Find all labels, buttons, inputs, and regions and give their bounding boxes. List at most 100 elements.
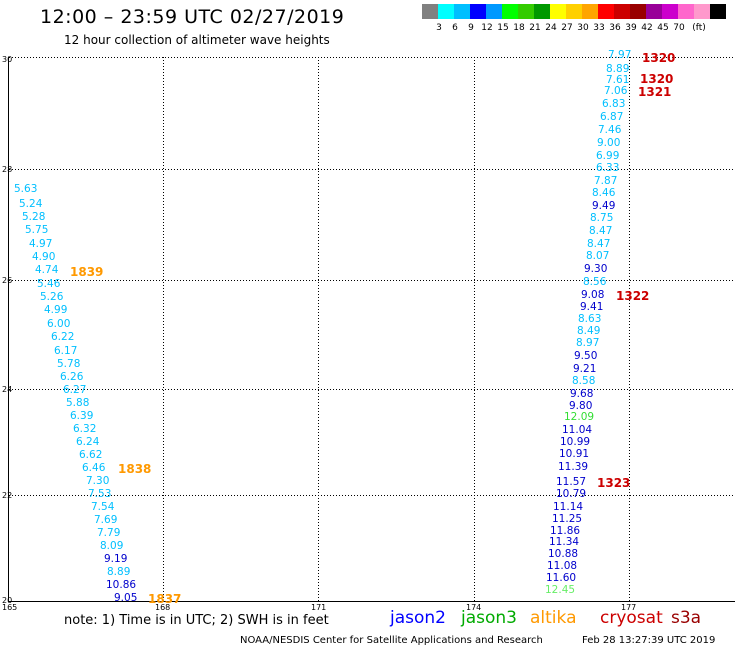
- wave-height-value: 5.28: [22, 211, 46, 223]
- wave-height-value: 9.05: [114, 592, 138, 604]
- wave-height-value: 6.46: [82, 462, 106, 474]
- wave-height-value: 8.09: [100, 540, 124, 552]
- legend-label: 27: [561, 23, 573, 33]
- wave-height-value: 5.26: [40, 291, 64, 303]
- wave-height-value: 7.87: [594, 175, 618, 187]
- legend-swatch: [614, 4, 630, 19]
- lat-gridlines: [9, 57, 735, 496]
- page-subtitle: 12 hour collection of altimeter wave hei…: [64, 33, 330, 47]
- wave-height-value: 8.56: [583, 276, 607, 288]
- wave-height-value: 7.53: [88, 488, 112, 500]
- pass-time-label: 1839: [70, 265, 104, 279]
- x-tick-label: 168: [155, 603, 171, 612]
- legend-label: 21: [529, 23, 541, 33]
- wave-height-value: 10.99: [560, 436, 591, 448]
- legend-swatch: [422, 4, 438, 19]
- wave-height-value: 8.49: [577, 325, 601, 337]
- legend-swatch: [598, 4, 614, 19]
- legend-swatch: [694, 4, 710, 19]
- lon-gridlines: [163, 57, 630, 601]
- wave-height-value: 11.39: [558, 461, 589, 473]
- wave-height-value: 11.25: [552, 513, 583, 525]
- legend-label: 70: [673, 23, 685, 33]
- wave-height-value: 8.75: [590, 212, 614, 224]
- wave-height-value: 8.89: [107, 566, 131, 578]
- satellite-jason3: jason3: [461, 608, 517, 628]
- satellite-jason2: jason2: [390, 608, 446, 628]
- wave-height-value: 7.30: [86, 475, 110, 487]
- legend-label: 15: [497, 23, 509, 33]
- wave-height-value: 5.75: [25, 224, 49, 236]
- wave-height-value: 11.86: [550, 525, 581, 537]
- wave-height-value: 11.14: [553, 501, 584, 513]
- wave-height-value: 6.17: [54, 345, 78, 357]
- y-tick-label: 30: [2, 55, 13, 64]
- legend-swatch: [678, 4, 694, 19]
- wave-height-value: 4.90: [32, 251, 56, 263]
- wave-height-value: 8.89: [606, 63, 630, 75]
- legend-label: 6: [452, 23, 458, 33]
- credit-line: NOAA/NESDIS Center for Satellite Applica…: [240, 635, 543, 646]
- legend-label: 42: [641, 23, 653, 33]
- legend-swatch: [710, 4, 726, 19]
- wave-height-value: 8.47: [589, 225, 613, 237]
- wave-height-value: 9.19: [104, 553, 128, 565]
- wave-height-value: 8.47: [587, 238, 611, 250]
- wave-height-value: 12.09: [564, 411, 595, 423]
- legend-label: 24: [545, 23, 557, 33]
- pass-time-label: 1323: [597, 476, 631, 490]
- generated-timestamp: Feb 28 13:27:39 UTC 2019: [582, 635, 716, 646]
- legend-label: 18: [513, 23, 525, 33]
- wave-height-value: 5.63: [14, 183, 38, 195]
- wave-height-value: 8.63: [578, 313, 602, 325]
- pass-time-label: 1320: [642, 51, 676, 65]
- wave-height-value: 9.50: [574, 350, 598, 362]
- legend-swatch: [518, 4, 534, 19]
- wave-height-value: 6.32: [73, 423, 97, 435]
- wave-height-value: 8.97: [576, 337, 600, 349]
- legend-label: 39: [625, 23, 637, 33]
- wave-height-value: 11.04: [562, 424, 593, 436]
- wave-height-value: 9.41: [580, 301, 604, 313]
- wave-height-value: 7.46: [598, 124, 622, 136]
- wave-height-value: 6.26: [60, 371, 84, 383]
- wave-height-value: 4.74: [35, 264, 59, 276]
- wave-height-value: 8.58: [572, 375, 596, 387]
- wave-height-value: 11.57: [556, 476, 587, 488]
- y-tick-label: 28: [2, 165, 13, 174]
- y-tick-label: 20: [2, 596, 13, 605]
- legend-label: 33: [593, 23, 605, 33]
- wave-height-value: 11.08: [547, 560, 578, 572]
- wave-height-value: 7.97: [608, 49, 632, 61]
- wave-height-value: 10.86: [106, 579, 137, 591]
- wave-height-value: 11.60: [546, 572, 577, 584]
- pass-time-label: 1320: [640, 72, 674, 86]
- legend-swatch: [502, 4, 518, 19]
- wave-height-value: 7.54: [91, 501, 115, 513]
- legend-swatch: [486, 4, 502, 19]
- legend-swatch: [470, 4, 486, 19]
- wave-height-value: 8.46: [592, 187, 616, 199]
- legend-swatch: [454, 4, 470, 19]
- wave-height-value: 5.46: [37, 278, 61, 290]
- wave-height-value: 5.88: [66, 397, 90, 409]
- wave-height-value: 8.07: [586, 250, 610, 262]
- page-title: 12:00 – 23:59 UTC 02/27/2019: [40, 6, 345, 28]
- legend-label: (ft): [692, 23, 706, 33]
- wave-height-value: 6.22: [51, 331, 75, 343]
- legend-label: 12: [481, 23, 493, 33]
- legend-swatch: [646, 4, 662, 19]
- wave-height-value: 10.91: [559, 448, 590, 460]
- legend-label: 30: [577, 23, 589, 33]
- legend-label: 3: [436, 23, 442, 33]
- wave-height-value: 7.06: [604, 85, 628, 97]
- wave-height-value: 6.00: [47, 318, 71, 330]
- wave-height-value: 11.34: [549, 536, 580, 548]
- wave-height-value: 9.80: [569, 400, 593, 412]
- wave-height-value: 5.24: [19, 198, 43, 210]
- wave-height-value: 9.21: [573, 363, 597, 375]
- pass-time-label: 1321: [638, 85, 672, 99]
- y-tick-label: 22: [2, 491, 13, 500]
- legend-swatch: [566, 4, 582, 19]
